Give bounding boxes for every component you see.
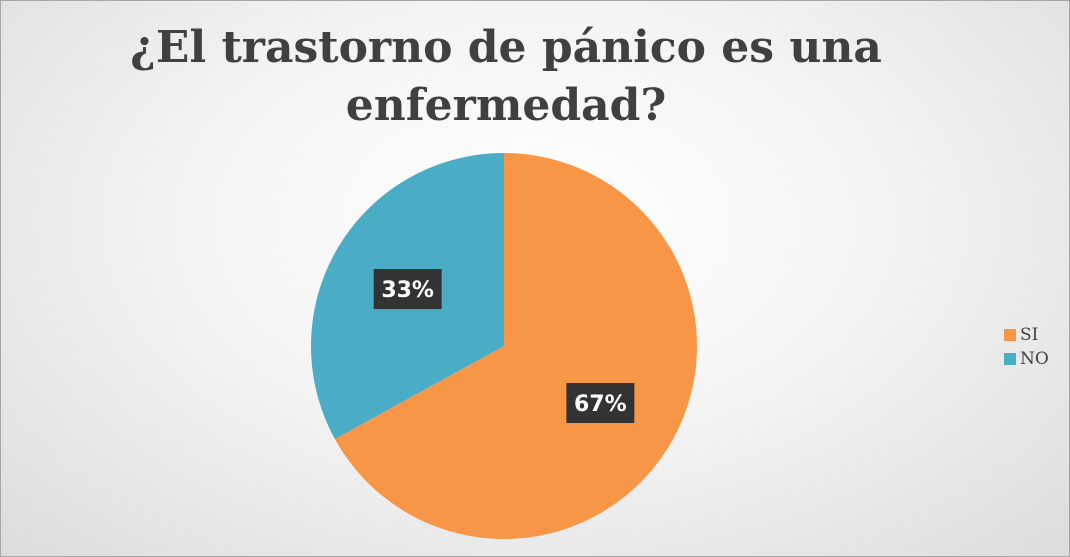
data-label-text: 67%	[574, 392, 627, 417]
data-label-text: 33%	[381, 278, 434, 303]
legend-swatch-no	[1004, 353, 1016, 365]
chart-title: ¿El trastorno de pánico es una enfermeda…	[130, 22, 882, 131]
legend-item-no: NO	[1004, 347, 1049, 371]
legend-label-si: SI	[1020, 325, 1039, 345]
data-label-box	[566, 382, 635, 423]
legend-label-no: NO	[1020, 349, 1049, 369]
pie-slice-si	[334, 153, 697, 539]
legend-swatch-si	[1004, 329, 1016, 341]
legend: SI NO	[1004, 323, 1049, 371]
data-label-si: 67%	[566, 382, 635, 423]
data-label-box	[373, 269, 442, 310]
data-label-no: 33%	[373, 269, 442, 310]
legend-item-si: SI	[1004, 323, 1049, 347]
